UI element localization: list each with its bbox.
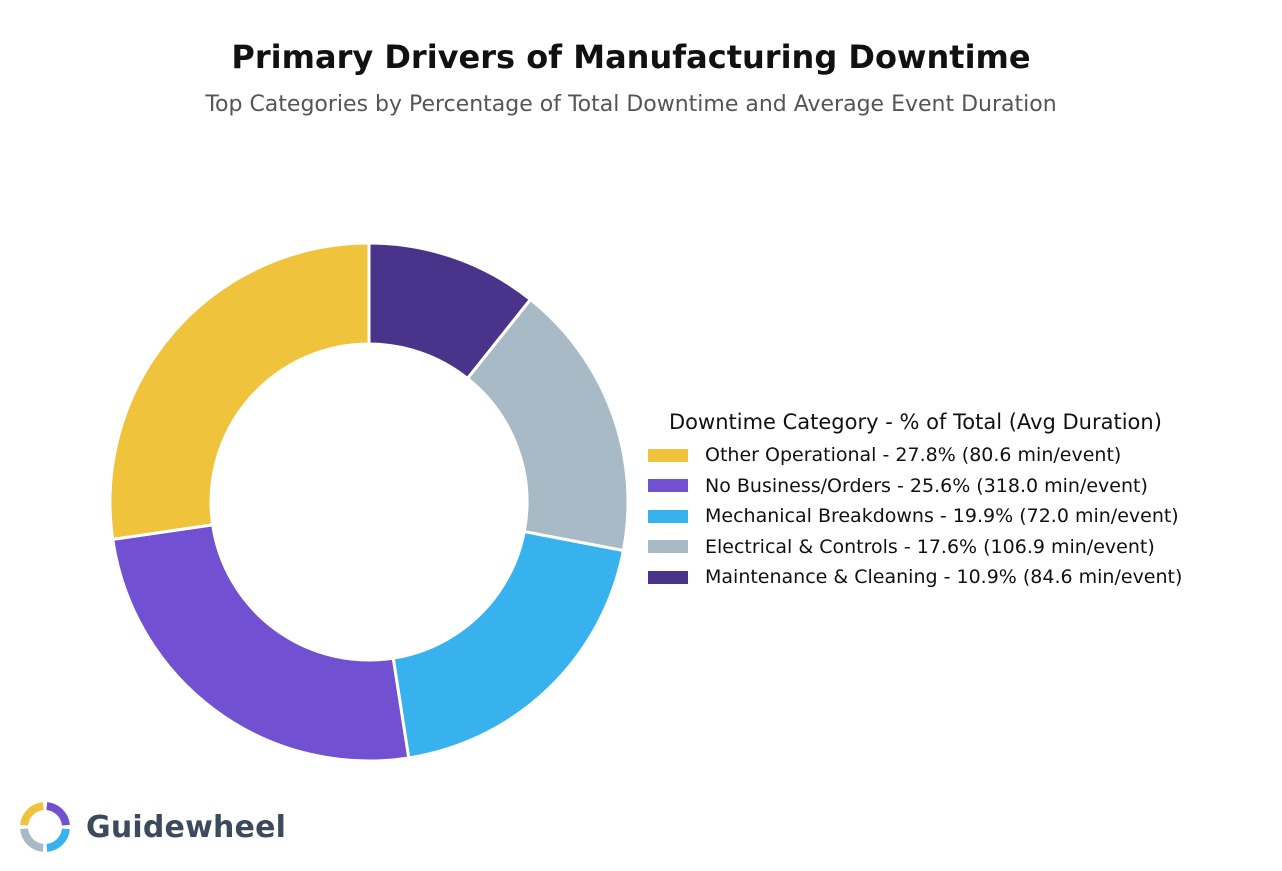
brand-name: Guidewheel <box>86 809 287 845</box>
legend-item: Mechanical Breakdowns - 19.9% (72.0 min/… <box>648 501 1182 532</box>
legend-item: Maintenance & Cleaning - 10.9% (84.6 min… <box>648 562 1182 593</box>
legend-item: Other Operational - 27.8% (80.6 min/even… <box>648 440 1182 471</box>
logo-arc <box>46 802 70 826</box>
chart-legend: Downtime Category - % of Total (Avg Dura… <box>648 410 1182 593</box>
legend-swatch <box>648 479 688 493</box>
donut-slice-other-operational <box>108 241 371 542</box>
legend-items: Other Operational - 27.8% (80.6 min/even… <box>648 440 1182 593</box>
logo-arc <box>20 802 44 826</box>
legend-item: No Business/Orders - 25.6% (318.0 min/ev… <box>648 471 1182 502</box>
legend-label: Other Operational - 27.8% (80.6 min/even… <box>705 444 1122 467</box>
chart-title: Primary Drivers of Manufacturing Downtim… <box>231 38 1031 76</box>
donut-chart <box>108 241 630 763</box>
brand-logo: Guidewheel <box>18 800 286 854</box>
legend-label: Electrical & Controls - 17.6% (106.9 min… <box>705 535 1155 558</box>
legend-label: Maintenance & Cleaning - 10.9% (84.6 min… <box>705 566 1183 589</box>
legend-swatch <box>648 540 688 554</box>
legend-item: Electrical & Controls - 17.6% (106.9 min… <box>648 532 1182 563</box>
logo-arc <box>46 828 70 852</box>
chart-subtitle: Top Categories by Percentage of Total Do… <box>205 92 1057 117</box>
donut-slice-mechanical-breakdowns <box>391 529 626 760</box>
guidewheel-logo-icon <box>20 802 70 852</box>
legend-swatch <box>648 509 688 523</box>
donut-slice-maintenance-cleaning <box>367 241 533 381</box>
legend-swatch <box>648 570 688 584</box>
legend-title: Downtime Category - % of Total (Avg Dura… <box>669 410 1162 434</box>
legend-label: No Business/Orders - 25.6% (318.0 min/ev… <box>705 474 1148 497</box>
donut-slice-no-business-orders <box>111 523 411 763</box>
legend-swatch <box>648 448 688 462</box>
legend-label: Mechanical Breakdowns - 19.9% (72.0 min/… <box>705 505 1179 528</box>
logo-arc <box>20 828 44 852</box>
